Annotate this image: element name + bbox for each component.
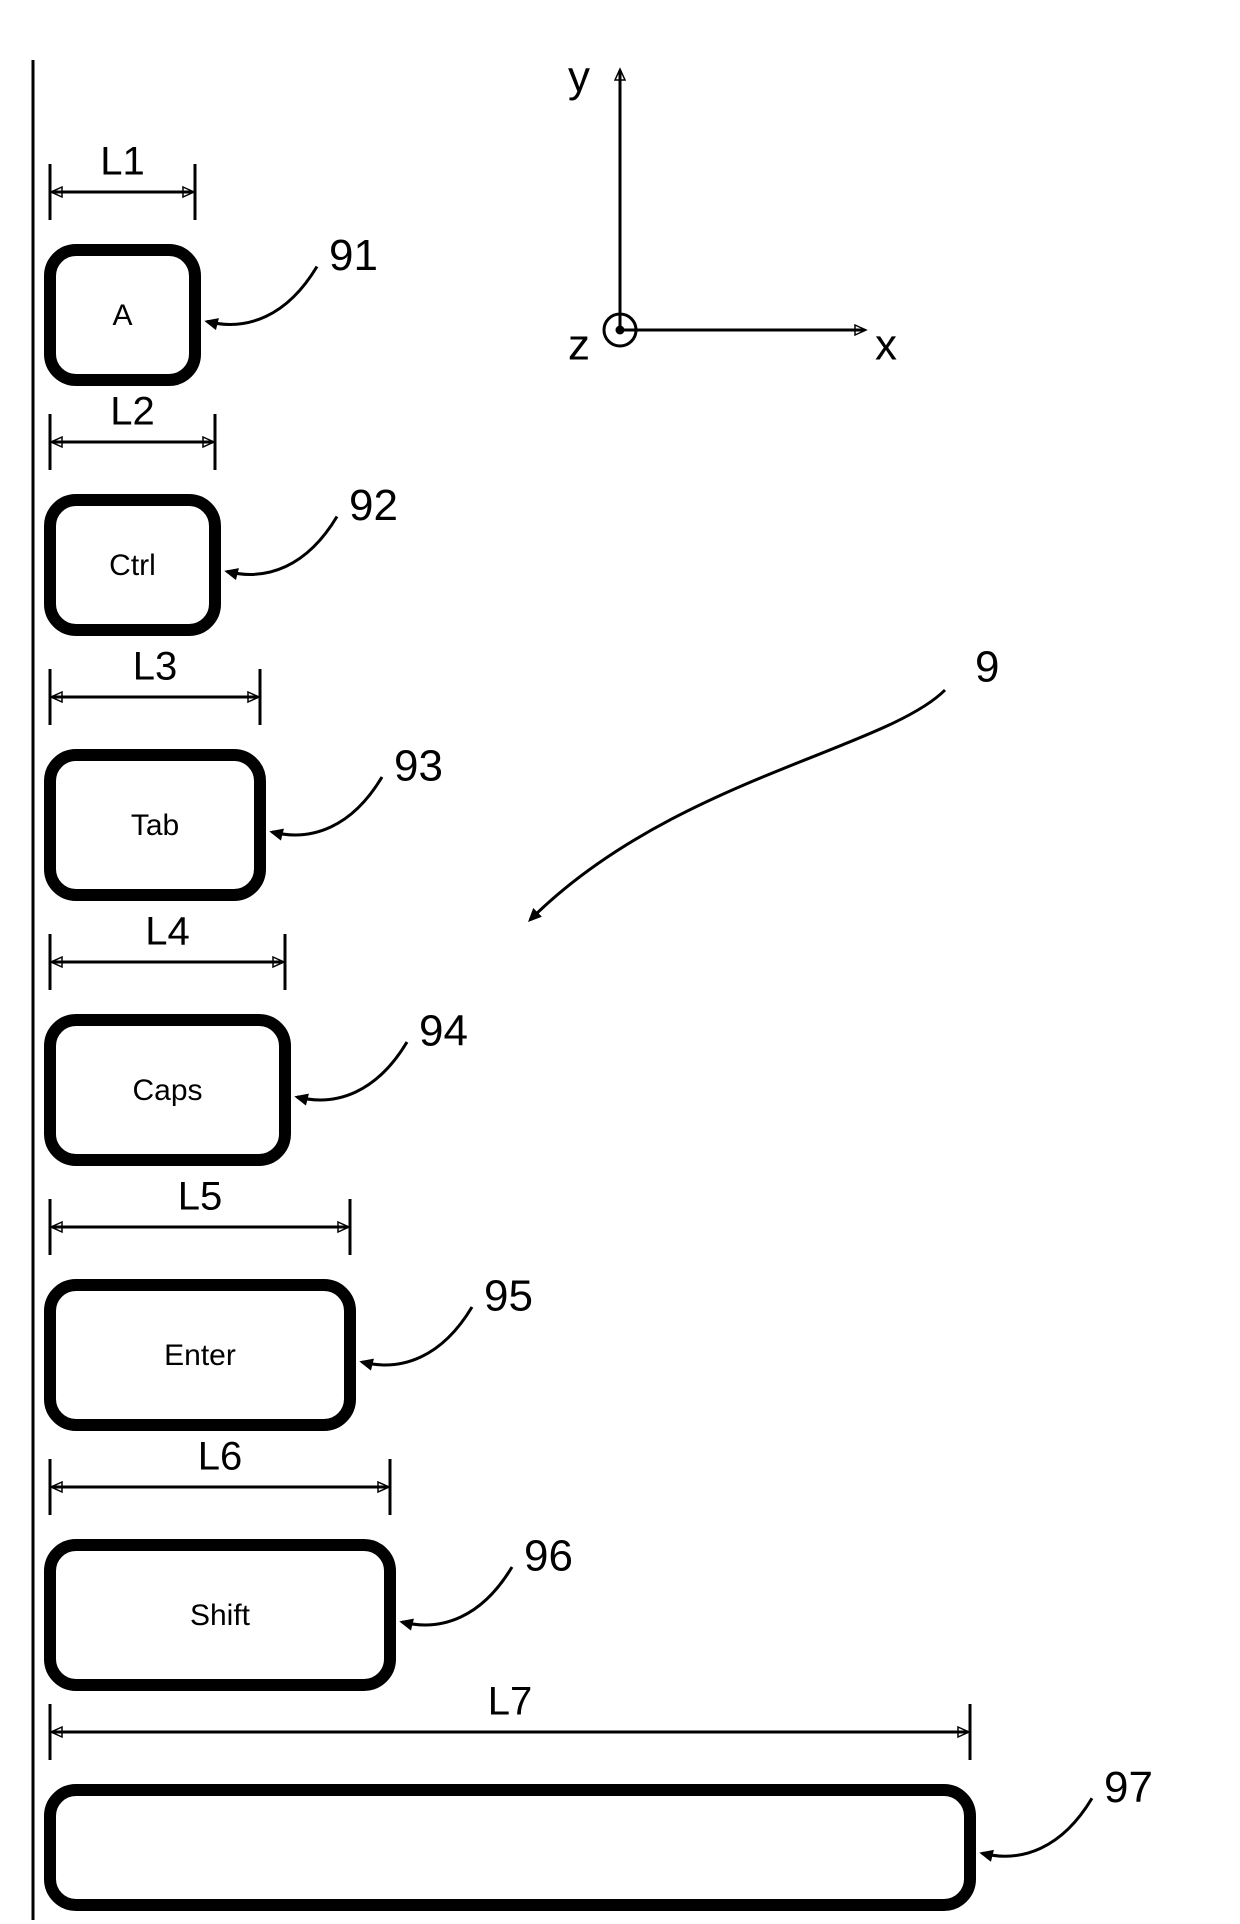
callout-leader-k3 [272,777,382,835]
dim-label-k2: L2 [110,390,155,434]
keycap-label-k1: A [112,299,132,332]
dim-label-k3: L3 [133,645,178,689]
callout-leader-k6 [402,1567,512,1625]
callout-label-k5: 95 [484,1272,533,1321]
keycap-k4: Caps L4 94 [50,910,468,1160]
callout-leader-k1 [207,267,317,325]
keycap-k6: Shift L6 96 [50,1435,573,1685]
callout-label-k2: 92 [349,481,398,530]
axis-label-x: x [875,321,897,370]
callout-leader-9 [530,690,945,920]
callout-label-k3: 93 [394,742,443,791]
callout-label-k7: 97 [1104,1763,1153,1812]
dim-label-k5: L5 [178,1175,223,1219]
callout-label-k1: 91 [329,231,378,280]
callout-label-9: 9 [975,643,999,692]
callout-leader-k2 [227,517,337,575]
keycap-k5: Enter L5 95 [50,1175,533,1425]
keycap-k7: L7 97 [50,1680,1153,1905]
axis-label-z: z [568,321,590,370]
dim-label-k1: L1 [100,140,145,184]
keycap-label-k5: Enter [164,1339,236,1372]
keycap-label-k4: Caps [132,1074,202,1107]
dim-label-k4: L4 [145,910,190,954]
keycap-label-k6: Shift [190,1599,251,1632]
callout-label-k4: 94 [419,1007,468,1056]
callout-label-k6: 96 [524,1532,573,1581]
keycap-k3: Tab L3 93 [50,645,443,895]
callout-leader-k4 [297,1042,407,1100]
axis-label-y: y [568,53,590,102]
callout-leader-k5 [362,1307,472,1365]
keycap-k2: Ctrl L2 92 [50,390,398,630]
keycap-k1: A L1 91 [50,140,378,380]
dim-label-k6: L6 [198,1435,243,1479]
callout-leader-k7 [982,1798,1092,1856]
keycap-label-k3: Tab [131,809,179,842]
axis-z-dot [616,326,625,335]
dim-label-k7: L7 [488,1680,533,1724]
keycap-rect-k7 [50,1790,970,1905]
keycap-label-k2: Ctrl [109,549,156,582]
